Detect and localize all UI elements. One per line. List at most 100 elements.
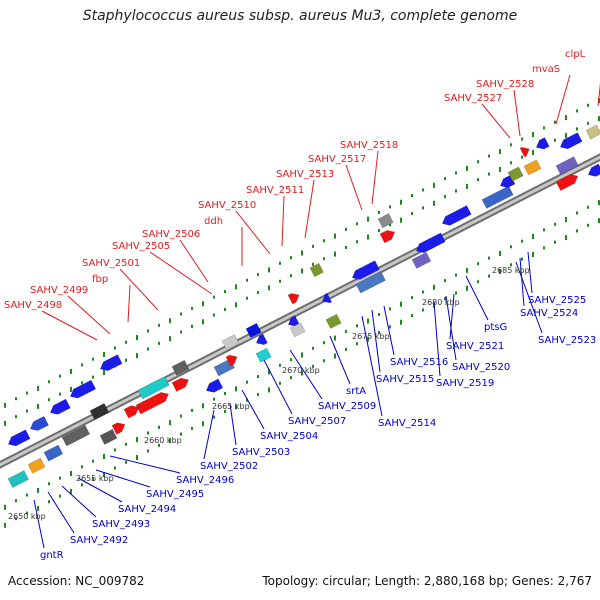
tick-dot xyxy=(81,363,83,367)
tick-dot xyxy=(565,217,567,223)
gene-feature xyxy=(225,354,238,367)
gene-feature xyxy=(255,347,272,363)
gene-feature xyxy=(123,405,140,419)
tick-dot xyxy=(26,391,28,395)
tick-dot xyxy=(180,330,182,334)
gene-label-forward: SAHV_2528 xyxy=(476,79,534,90)
tick-dot xyxy=(136,335,138,341)
gene-feature xyxy=(255,333,268,346)
gene-feature xyxy=(441,205,472,226)
tick-dot xyxy=(444,177,446,181)
gene-feature xyxy=(221,334,240,351)
tick-dot xyxy=(235,284,237,290)
leader-line xyxy=(203,409,215,460)
tick-dot xyxy=(488,172,490,176)
tick-dot xyxy=(70,470,72,476)
gene-label-forward: fbp xyxy=(92,274,108,285)
gene-feature xyxy=(7,470,29,489)
gene-feature xyxy=(355,271,386,294)
tick-dot xyxy=(70,368,72,374)
tick-dot xyxy=(224,289,226,293)
tick-dot xyxy=(466,165,468,171)
ruler-label: 2660 kbp xyxy=(144,436,182,445)
tick-dot xyxy=(114,466,116,470)
tick-dot xyxy=(543,126,545,130)
tick-dot xyxy=(59,392,61,396)
tick-dot xyxy=(114,346,116,350)
tick-dot xyxy=(290,358,292,362)
tick-dot xyxy=(433,200,435,206)
tick-dot xyxy=(312,346,314,350)
tick-dot xyxy=(378,228,380,232)
gene-feature xyxy=(309,262,324,278)
tick-dot xyxy=(257,273,259,277)
tick-dot xyxy=(422,290,424,294)
tick-dot xyxy=(268,285,270,291)
leader-line xyxy=(179,239,209,283)
gene-feature xyxy=(205,378,224,393)
tick-dot xyxy=(213,313,215,317)
gene-label-forward: SAHV_2499 xyxy=(30,285,88,296)
gene-feature xyxy=(585,124,600,140)
gene-label-reverse: SAHV_2496 xyxy=(176,475,234,486)
gene-label-reverse: SAHV_2507 xyxy=(288,416,346,427)
tick-dot xyxy=(477,160,479,164)
tick-dot xyxy=(279,261,281,265)
leader-line xyxy=(383,305,395,356)
leader-line xyxy=(449,293,455,340)
tick-dot xyxy=(367,234,369,240)
tick-dot xyxy=(70,386,72,392)
tick-dot xyxy=(345,329,347,333)
ruler-label: 2675 kbp xyxy=(352,332,390,341)
tick-dot xyxy=(158,341,160,345)
tick-dot xyxy=(378,312,380,316)
tick-dot xyxy=(169,318,171,324)
tick-dot xyxy=(180,312,182,316)
tick-dot xyxy=(257,291,259,295)
tick-dot xyxy=(598,218,600,224)
tick-dot xyxy=(301,352,303,358)
label-leaders xyxy=(33,74,600,549)
tick-dot xyxy=(587,103,589,107)
ruler-label: 2655 kbp xyxy=(76,474,114,483)
gene-feature xyxy=(351,260,380,280)
leader-line xyxy=(119,268,159,311)
tick-dot xyxy=(510,143,512,147)
tick-dot xyxy=(389,205,391,209)
tick-dot xyxy=(257,375,259,379)
tick-dot xyxy=(400,319,402,325)
tick-dot xyxy=(81,381,83,385)
leader-line xyxy=(371,150,379,205)
leader-line xyxy=(127,284,131,323)
tick-dot xyxy=(356,240,358,244)
gene-label-reverse: SAHV_2504 xyxy=(260,431,318,442)
tick-dot xyxy=(268,387,270,393)
gene-feature xyxy=(89,403,110,420)
tick-dot xyxy=(356,222,358,226)
gene-feature xyxy=(287,293,300,305)
tick-dot xyxy=(147,449,149,453)
leader-line xyxy=(289,349,323,400)
tick-dot xyxy=(169,420,171,426)
tick-dot xyxy=(422,188,424,192)
gene-label-forward: SAHV_2505 xyxy=(112,241,170,252)
gene-feature xyxy=(289,322,306,338)
gene-feature xyxy=(69,379,97,399)
tick-dot xyxy=(59,374,61,378)
tick-dot xyxy=(136,437,138,443)
tick-dot xyxy=(202,421,204,427)
tick-dot xyxy=(543,246,545,250)
gene-label-reverse: SAHV_2519 xyxy=(436,378,494,389)
tick-dot xyxy=(576,109,578,113)
leader-line xyxy=(149,251,213,295)
gene-label-forward: mvaS xyxy=(532,64,560,75)
tick-dots xyxy=(4,98,600,528)
tick-dot xyxy=(433,182,435,188)
tick-dot xyxy=(477,262,479,266)
gene-feature xyxy=(111,422,126,435)
tick-dot xyxy=(521,155,523,159)
tick-dot xyxy=(345,227,347,231)
tick-dot xyxy=(323,341,325,345)
tick-dot xyxy=(598,200,600,206)
gene-label-reverse: SAHV_2492 xyxy=(70,535,128,546)
